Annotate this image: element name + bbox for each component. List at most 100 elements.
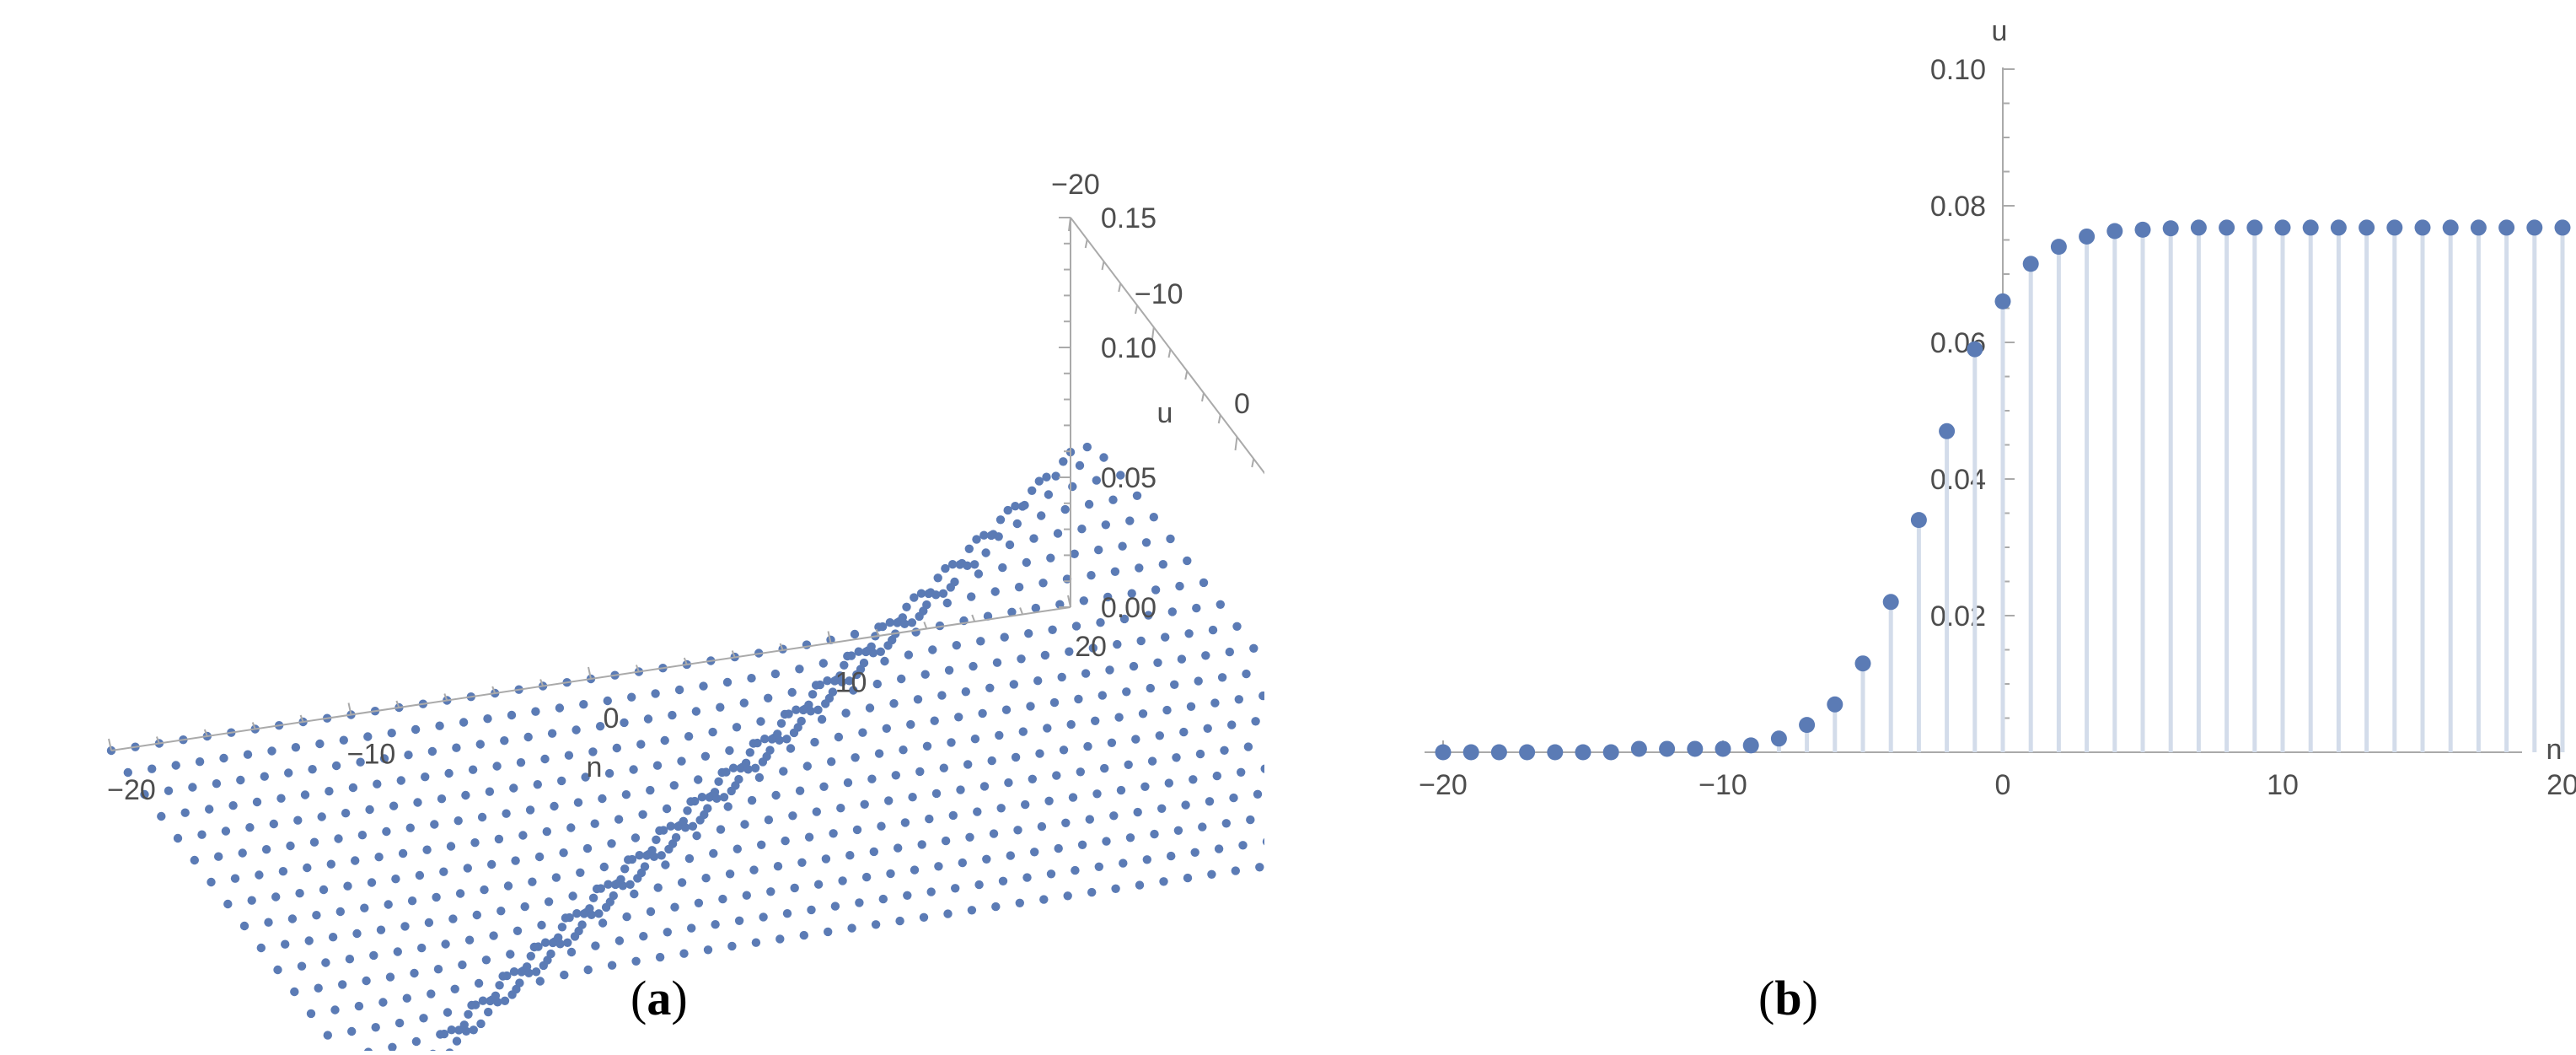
data-point	[1192, 603, 1201, 613]
data-point	[188, 783, 197, 792]
data-point	[782, 735, 792, 744]
data-point	[339, 735, 348, 745]
data-point	[979, 530, 989, 540]
data-point	[990, 587, 1000, 596]
data-point	[1208, 625, 1218, 635]
data-point	[559, 848, 568, 858]
data-point	[1021, 799, 1030, 810]
data-point	[1162, 705, 1172, 715]
data-point	[446, 842, 456, 851]
data-point	[1042, 472, 1051, 482]
data-point	[419, 1014, 428, 1023]
data-point	[1087, 887, 1097, 897]
data-point	[1075, 460, 1085, 471]
data-point	[566, 823, 576, 832]
data-point	[903, 891, 912, 901]
data-point	[627, 692, 636, 702]
data-point	[908, 793, 917, 802]
data-point	[799, 930, 808, 940]
data-point	[812, 807, 821, 816]
data-point	[555, 703, 565, 713]
data-point	[492, 762, 502, 771]
data-point	[894, 843, 903, 853]
data-point	[506, 950, 515, 959]
data-point	[852, 825, 862, 835]
data-point	[432, 892, 441, 902]
data-point	[1017, 502, 1028, 511]
y-tick-label: 0.04	[1930, 464, 1986, 496]
data-point	[363, 1047, 373, 1055]
data-point	[1253, 789, 1263, 799]
data-point	[1210, 698, 1220, 708]
data-point	[657, 851, 666, 860]
data-point	[228, 801, 238, 810]
data-point	[985, 683, 995, 692]
data-point	[1175, 581, 1184, 591]
n-tick-label: 20	[1075, 631, 1107, 663]
data-point	[631, 956, 641, 966]
data-point	[598, 918, 608, 928]
data-point	[937, 691, 947, 700]
data-point	[1037, 511, 1046, 520]
n-tick	[539, 679, 545, 686]
data-point	[1101, 520, 1111, 530]
data-point	[954, 713, 963, 722]
data-point	[869, 847, 879, 857]
data-point	[1939, 423, 1956, 439]
data-point	[535, 977, 545, 986]
data-point	[477, 812, 487, 822]
data-point	[459, 718, 469, 727]
data-point	[922, 741, 932, 751]
data-point	[579, 700, 588, 709]
data-point	[1011, 752, 1021, 762]
data-point	[944, 665, 954, 675]
data-point	[1854, 655, 1871, 672]
data-point	[855, 898, 864, 907]
data-point	[1054, 843, 1063, 853]
data-point	[655, 826, 664, 836]
data-point	[1084, 499, 1094, 509]
data-point	[496, 907, 506, 916]
data-point	[367, 878, 377, 887]
data-point	[671, 832, 681, 842]
data-point	[1221, 819, 1232, 828]
data-point	[533, 780, 542, 789]
data-point	[2470, 219, 2487, 236]
data-point	[540, 938, 550, 947]
data-point	[834, 732, 844, 742]
data-point	[2526, 219, 2543, 236]
m-tick	[1101, 261, 1105, 271]
data-point	[804, 700, 813, 709]
data-point	[378, 998, 388, 1007]
data-point	[252, 797, 262, 807]
data-point	[528, 877, 537, 886]
data-point	[925, 814, 934, 824]
data-point	[930, 716, 939, 725]
data-point	[1255, 863, 1264, 872]
data-point	[1076, 767, 1086, 777]
data-point	[554, 933, 563, 943]
data-point	[297, 961, 307, 971]
data-point	[989, 829, 999, 838]
data-point	[1195, 749, 1205, 759]
data-point	[1519, 744, 1536, 761]
data-point	[797, 858, 807, 867]
data-point	[859, 658, 869, 668]
data-point	[564, 751, 574, 760]
data-point	[604, 768, 614, 778]
data-point	[1035, 749, 1044, 758]
data-point	[718, 894, 727, 904]
data-point	[967, 592, 976, 601]
data-point	[123, 767, 132, 778]
n-tick	[635, 665, 640, 672]
data-point	[2079, 228, 2096, 245]
data-point	[700, 751, 711, 761]
data-point	[900, 818, 910, 827]
data-point	[526, 951, 535, 961]
data-point	[982, 854, 991, 864]
data-point	[897, 674, 906, 684]
data-point	[475, 740, 485, 749]
data-point	[1630, 740, 1647, 757]
data-point	[1092, 476, 1102, 485]
data-point	[1044, 490, 1054, 499]
